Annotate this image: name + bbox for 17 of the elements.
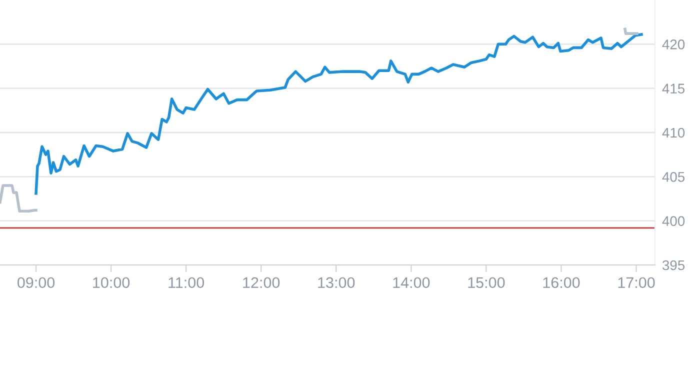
y-tick-label: 400	[662, 216, 685, 226]
x-tick-label: 14:00	[393, 277, 430, 288]
x-tick-label: 09:00	[17, 277, 55, 288]
x-tick-label: 15:00	[468, 277, 505, 288]
x-tick-label: 10:00	[93, 277, 130, 288]
y-tick-label: 415	[662, 84, 685, 94]
line-series	[34, 33, 643, 195]
y-tick-label: 420	[662, 40, 685, 50]
y-tick-label: 405	[662, 172, 685, 182]
x-tick-label: 12:00	[243, 277, 280, 288]
x-tick-label: 11:00	[168, 277, 204, 288]
line-series	[0, 184, 38, 213]
x-tick-label: 16:00	[543, 277, 580, 288]
y-tick-label: 395	[662, 260, 685, 270]
x-tick-label: 13:00	[318, 277, 355, 288]
y-tick-label: 410	[662, 128, 685, 138]
x-tick-label: 17:00	[618, 277, 655, 288]
